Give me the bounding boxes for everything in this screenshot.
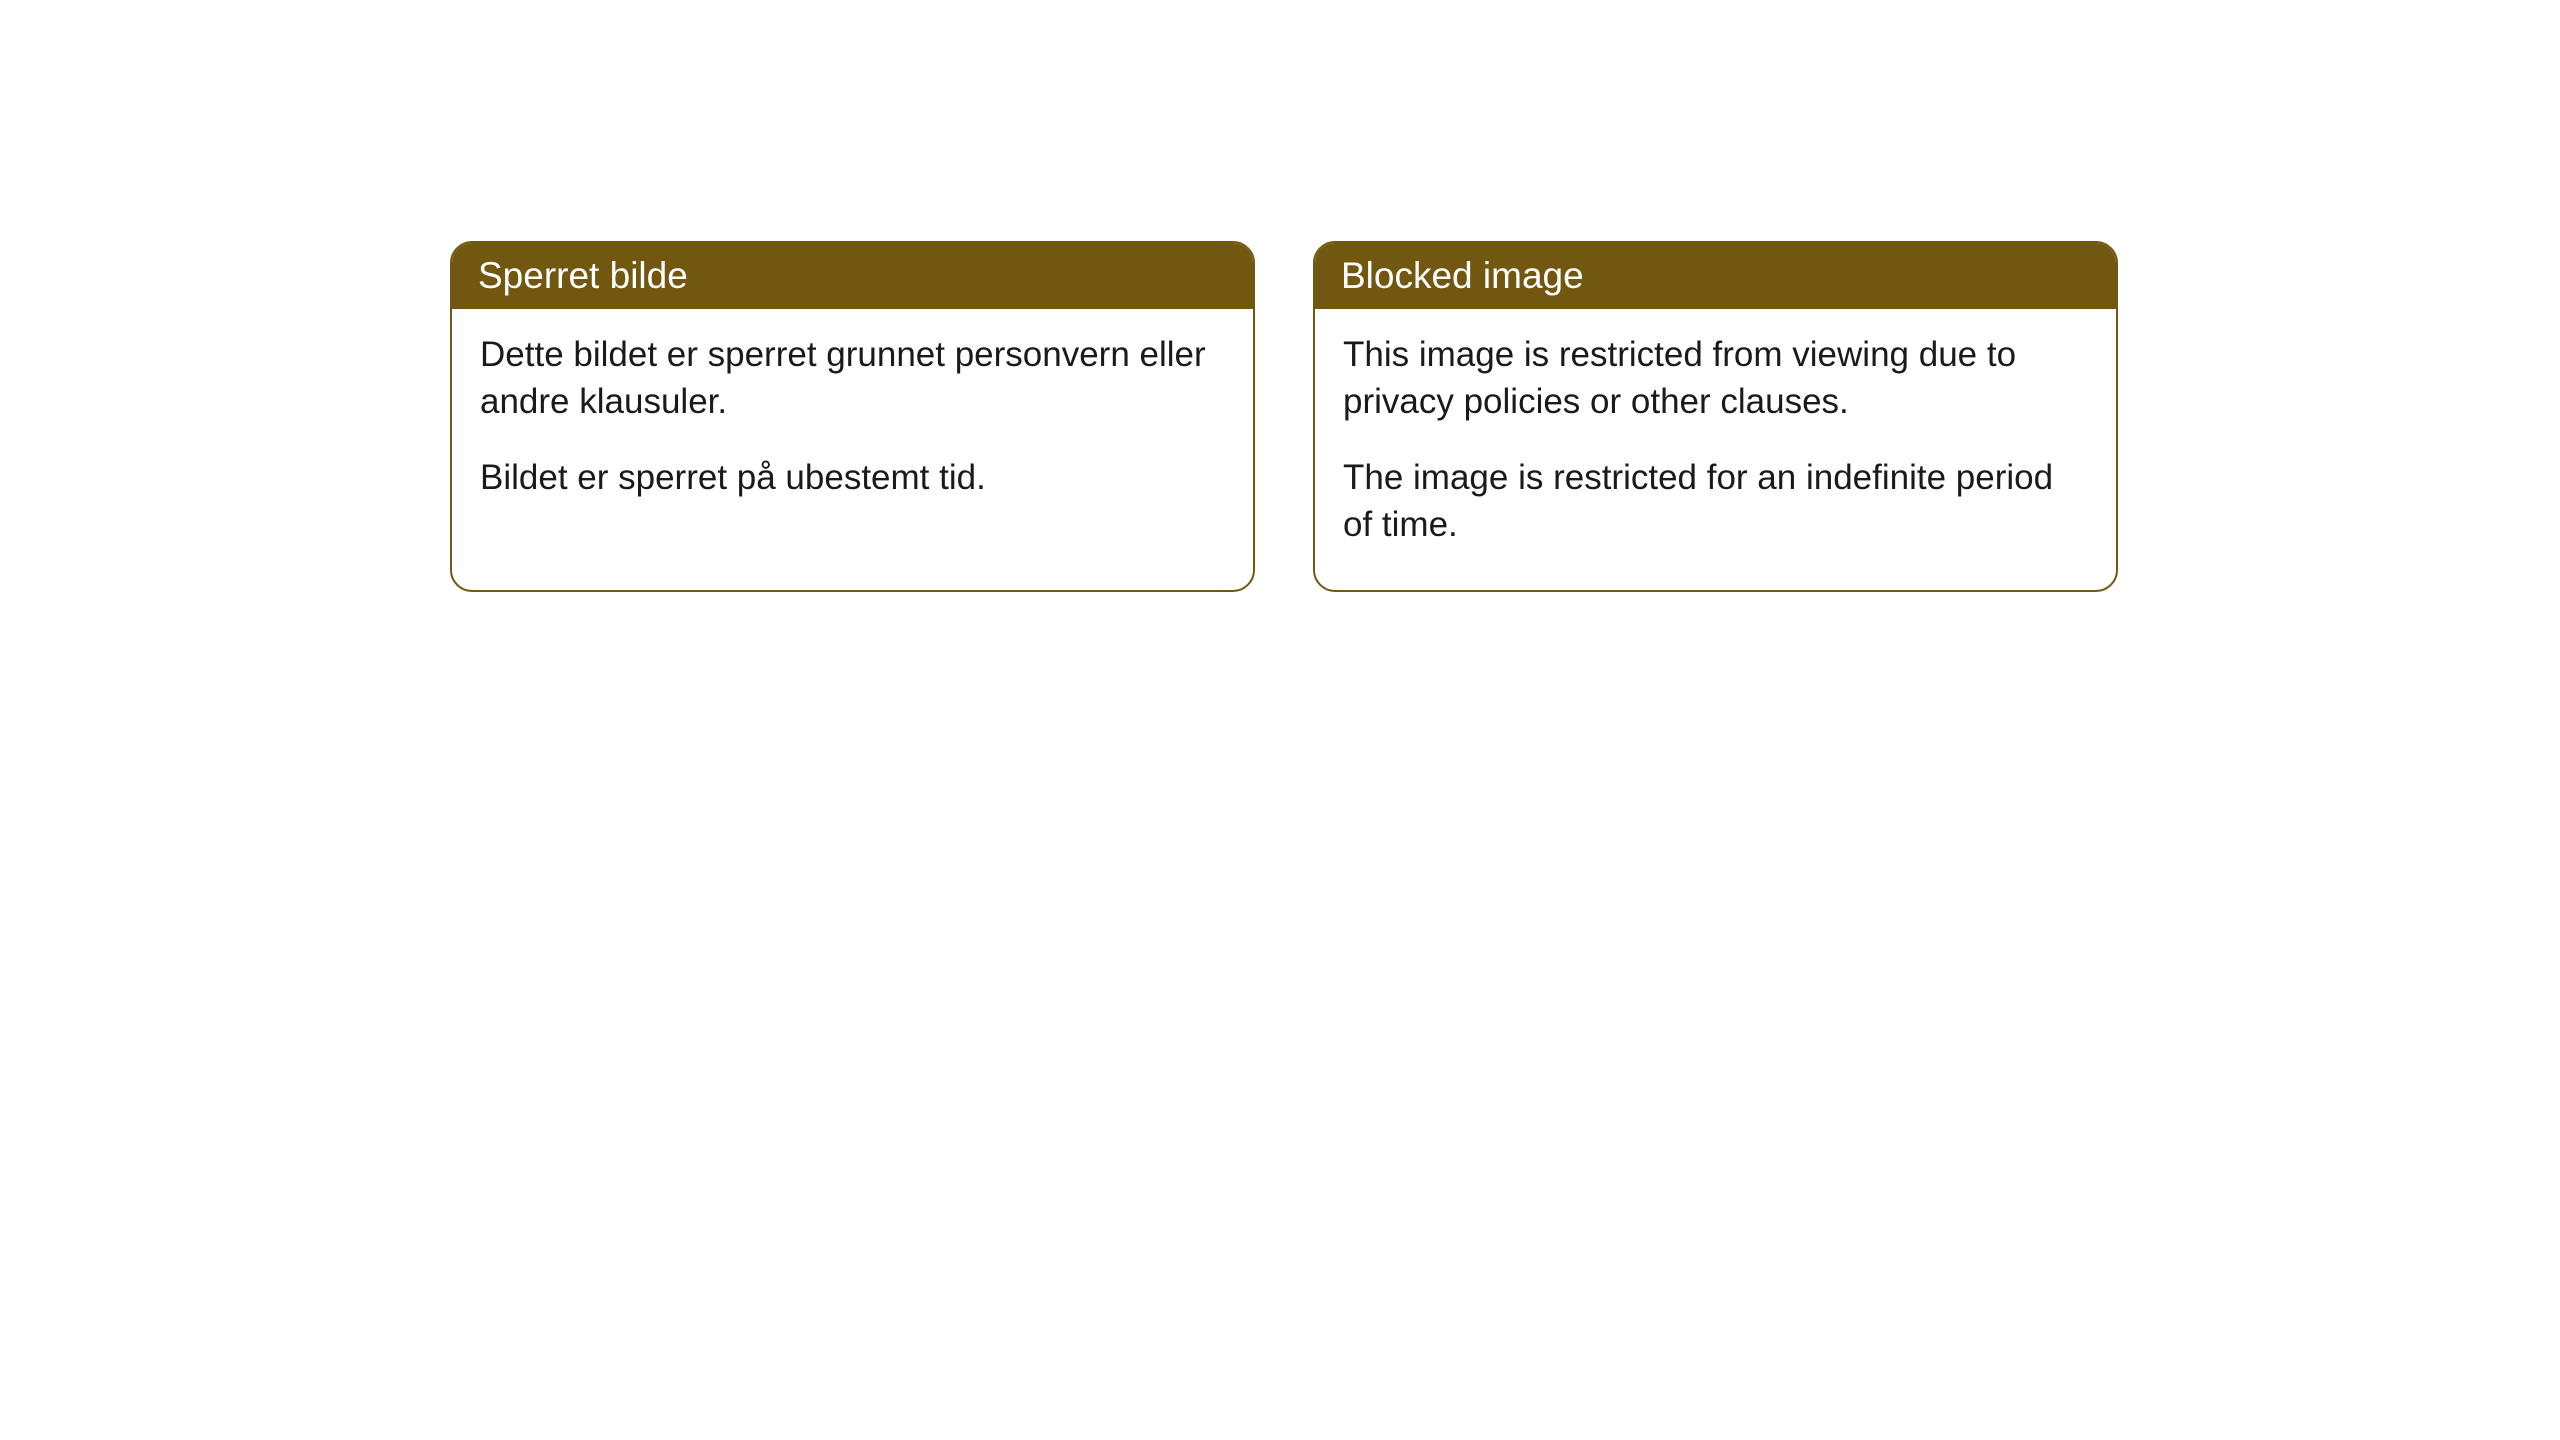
card-title: Sperret bilde (478, 255, 688, 296)
card-paragraph: Bildet er sperret på ubestemt tid. (480, 454, 1225, 501)
card-paragraph: This image is restricted from viewing du… (1343, 331, 2088, 426)
card-body: This image is restricted from viewing du… (1315, 309, 2116, 590)
notice-card-norwegian: Sperret bilde Dette bildet er sperret gr… (450, 241, 1255, 592)
card-paragraph: Dette bildet er sperret grunnet personve… (480, 331, 1225, 426)
notice-cards-container: Sperret bilde Dette bildet er sperret gr… (450, 241, 2118, 592)
card-body: Dette bildet er sperret grunnet personve… (452, 309, 1253, 543)
card-paragraph: The image is restricted for an indefinit… (1343, 454, 2088, 549)
card-title: Blocked image (1341, 255, 1584, 296)
card-header: Blocked image (1315, 243, 2116, 309)
notice-card-english: Blocked image This image is restricted f… (1313, 241, 2118, 592)
card-header: Sperret bilde (452, 243, 1253, 309)
